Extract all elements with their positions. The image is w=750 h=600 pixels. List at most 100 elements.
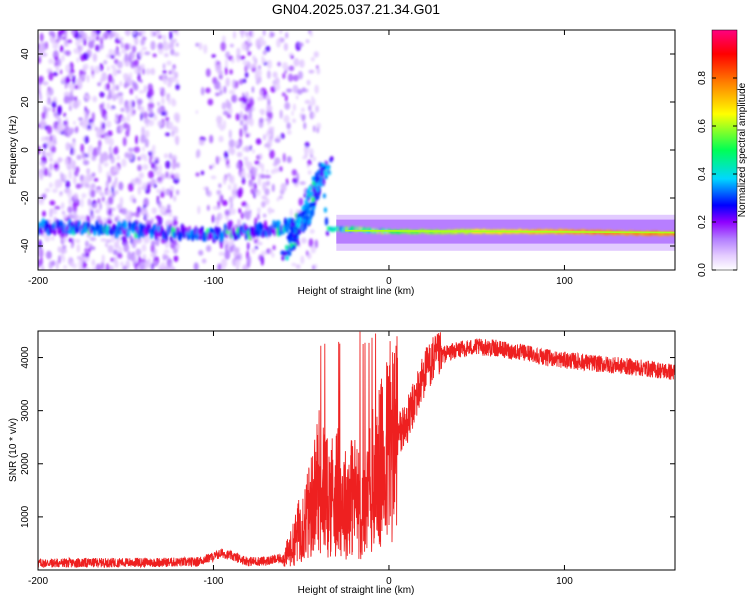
spectrogram-plume-cell: [297, 221, 302, 227]
spectrogram-cell: [225, 58, 228, 68]
spectrogram-cell: [310, 245, 316, 254]
spectrogram-cell: [61, 210, 66, 215]
spectrogram-cell: [295, 94, 299, 100]
spectrogram-cell: [260, 250, 268, 256]
spectrogram-cell: [176, 79, 179, 85]
spectrogram-cell: [151, 240, 156, 247]
spectrogram-cell: [300, 107, 305, 113]
spectrogram-cell: [233, 252, 239, 257]
spectrogram-cell: [261, 55, 264, 65]
spectrogram-plume-cell: [308, 185, 313, 191]
spectrogram-cell: [138, 255, 142, 265]
spectrogram-cell: [278, 166, 283, 172]
spectrogram-cell: [101, 122, 106, 130]
spectrogram-cell: [266, 105, 273, 113]
spectrogram-cell: [93, 203, 98, 208]
spectrogram-cell: [125, 212, 129, 222]
spectrogram-cell: [142, 164, 149, 170]
spectrogram-cell: [51, 260, 56, 267]
spectrogram-cell: [62, 244, 67, 250]
spectrogram-cell: [87, 124, 92, 130]
spectrogram-cell: [239, 119, 244, 126]
spectrogram-cell: [142, 146, 145, 152]
spectrogram-cell: [121, 48, 127, 54]
spectrogram-cell: [292, 118, 297, 123]
spectrogram-cell: [165, 209, 172, 214]
spectrogram-plume-cell: [305, 194, 310, 200]
spectrogram-cell: [116, 252, 123, 259]
spectrogram-cell: [144, 51, 151, 56]
spectrogram-cell: [222, 120, 227, 130]
spectrogram-cell: [303, 193, 307, 198]
spectrogram-cell: [75, 183, 82, 189]
spectrogram-plume-cell: [312, 201, 317, 207]
spectrogram-plume-cell: [306, 206, 310, 212]
spectrogram-cell: [174, 32, 180, 36]
spectrogram-cell: [283, 42, 289, 51]
spectrogram-cell: [76, 244, 81, 253]
spectrogram-cell: [135, 248, 142, 256]
spectrogram-cell: [92, 53, 98, 62]
spectrogram-cell: [279, 30, 283, 35]
spectrogram-cell: [248, 255, 252, 265]
spectrogram-cell: [90, 189, 96, 198]
spectrogram-cell: [46, 125, 53, 135]
spectrogram-cell: [262, 181, 267, 192]
spectrogram-cell: [107, 265, 114, 270]
spectrogram-cell: [81, 119, 88, 129]
spectrogram-cell: [165, 171, 169, 179]
spectrogram-cell: [140, 185, 147, 190]
spectrogram-cell: [110, 64, 116, 69]
spectrogram-cell: [153, 260, 158, 266]
colorbar-tick-label: 0.2: [697, 215, 708, 229]
spectrogram-cell: [39, 161, 44, 166]
snr-axes: -200 -100 0 100 1000 2000 3000 4000: [20, 331, 675, 587]
spectrogram-cell: [101, 101, 105, 109]
spectrogram-cell: [283, 114, 290, 123]
spectrogram-cell: [139, 262, 146, 270]
spectrogram-cell: [198, 249, 204, 256]
colorbar-label: Normalized spectral amplitude: [737, 82, 748, 217]
spectrogram-cell: [291, 262, 297, 267]
spectrogram-cell: [284, 94, 288, 102]
spectrogram-cell: [38, 56, 42, 64]
spectrogram-cell: [260, 256, 265, 266]
spectrogram-cell: [97, 198, 101, 204]
spectrogram-cell: [94, 126, 99, 131]
spectrogram-cell: [47, 219, 52, 226]
spectrogram-cell: [313, 51, 319, 58]
spectrogram-cell: [275, 135, 281, 139]
spectrogram-cell: [48, 71, 54, 81]
spectrogram-cell: [247, 36, 251, 44]
spectrogram-cell: [175, 83, 180, 91]
spectrogram-cell: [285, 32, 289, 39]
spectrogram-plume-cell: [311, 197, 315, 203]
spectrogram-plume-cell: [281, 255, 285, 261]
spectrogram-cell: [75, 126, 79, 133]
spectrogram-cell: [286, 155, 292, 164]
spectrogram-cell: [141, 35, 146, 46]
spectrogram-cell: [71, 75, 76, 85]
spectrogram-cell: [242, 264, 249, 270]
spectrogram-cell: [229, 147, 236, 156]
spectrogram-cell: [90, 30, 96, 40]
spectrogram-cell: [91, 267, 96, 270]
spectrogram-band-cell: [179, 232, 183, 239]
spectrogram-cell: [205, 68, 211, 77]
spectrogram-cell: [257, 96, 261, 102]
spectrogram-cell: [132, 82, 138, 89]
spectrogram-cell: [157, 101, 160, 107]
spectrogram-cell: [286, 122, 291, 130]
spectrogram-cell: [312, 112, 316, 119]
figure-title: GN04.2025.037.21.34.G01: [272, 1, 440, 17]
spectrogram-cell: [241, 42, 247, 51]
spectrogram-cell: [150, 40, 156, 51]
colorbar-tick-label: 0.0: [697, 263, 708, 277]
spectrogram-cell: [82, 52, 89, 61]
spectrogram-cell: [49, 208, 53, 218]
spectrogram-cell: [101, 196, 105, 202]
spectrogram-cell: [226, 164, 231, 169]
spectrogram-cell: [112, 68, 118, 77]
spectrogram-cell: [85, 267, 91, 270]
